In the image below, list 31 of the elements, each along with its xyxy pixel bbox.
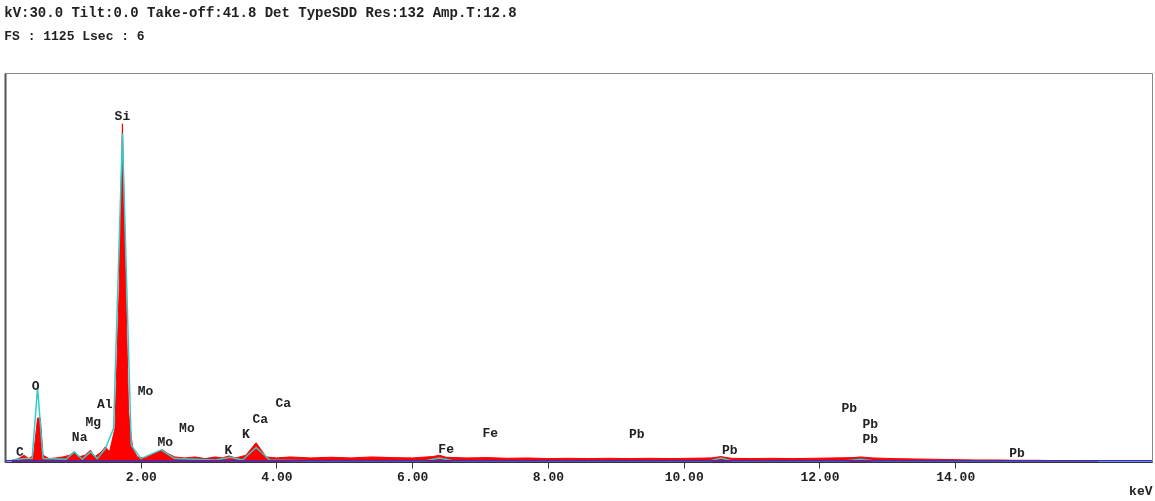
x-tick-label: 2.00 <box>125 469 158 485</box>
x-tick-label: 10.00 <box>664 469 704 485</box>
annotation: Si <box>114 108 131 124</box>
x-tick-label: 4.00 <box>261 469 293 485</box>
annotation: Pb <box>629 427 645 443</box>
x-tick-label: 12.00 <box>800 469 840 485</box>
annotation: K <box>224 442 233 458</box>
annotation: Mo <box>179 421 195 437</box>
annotation: Pb <box>841 400 858 416</box>
annotation: Ca <box>275 396 292 412</box>
x-tick-label: 6.00 <box>397 469 429 485</box>
annotation: Fe <box>482 426 499 442</box>
chart-subtitle: FS : 1125 Lsec : 6 <box>4 29 145 44</box>
annotation: Mo <box>137 383 154 399</box>
annotation: Al <box>96 397 113 413</box>
x-tick-label: 14.00 <box>936 469 976 485</box>
annotation: O <box>31 378 40 394</box>
annotation: Pb <box>862 432 879 448</box>
annotation: Ca <box>252 411 269 427</box>
annotation: C <box>16 444 25 460</box>
annotation: Pb <box>1009 446 1025 462</box>
annotation: Pb <box>862 416 879 432</box>
annotation: Na <box>71 429 88 445</box>
x-tick-label: 8.00 <box>532 469 565 485</box>
annotation: Fe <box>438 441 455 457</box>
annotation: Mo <box>157 434 174 450</box>
x-axis-title: keV <box>1129 483 1153 499</box>
chart-title: kV:30.0 Tilt:0.0 Take-off:41.8 Det TypeSDD Res:132 Amp.T:12.8 <box>4 5 517 21</box>
annotation: Mg <box>85 414 102 430</box>
annotation: K <box>242 427 251 443</box>
annotation: Pb <box>722 442 738 458</box>
